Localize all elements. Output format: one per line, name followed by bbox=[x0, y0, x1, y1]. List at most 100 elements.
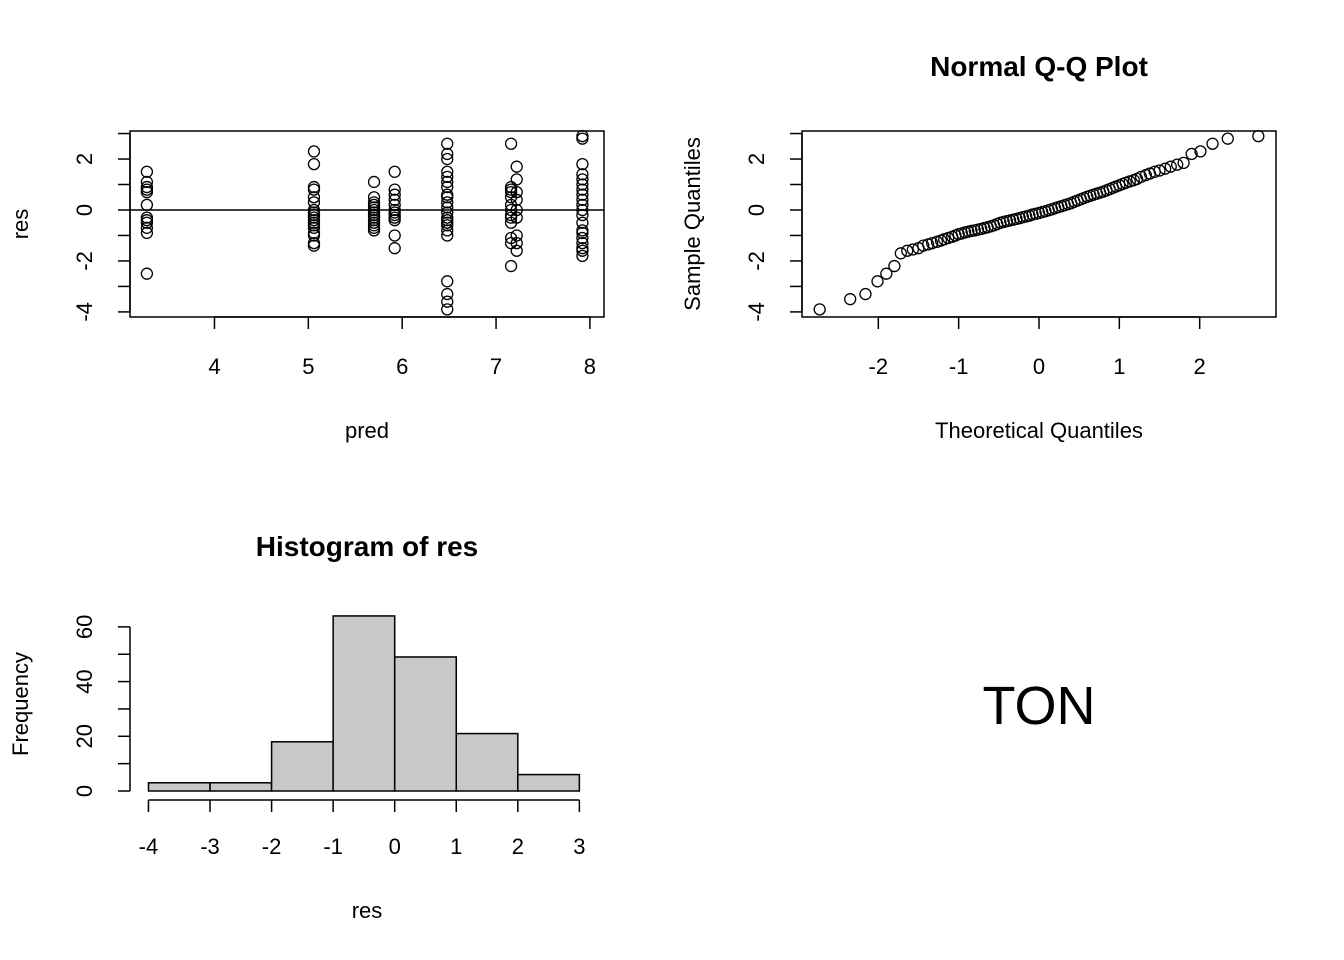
residual-point bbox=[140, 198, 154, 212]
residual-point bbox=[307, 157, 321, 171]
residual-point bbox=[576, 198, 589, 212]
residual-point bbox=[504, 137, 518, 150]
histogram-bar bbox=[332, 615, 396, 792]
x-tick-label: 8 bbox=[584, 354, 596, 379]
x-tick-label: 4 bbox=[208, 354, 220, 379]
y-tick-label: 2 bbox=[744, 153, 769, 165]
residual-point bbox=[140, 186, 154, 199]
residual-point bbox=[388, 188, 401, 201]
panel2-y-axis: -4 -2 0 2 bbox=[744, 132, 803, 322]
residual-point bbox=[140, 221, 154, 234]
residual-point bbox=[307, 183, 321, 196]
residual-point bbox=[441, 152, 454, 166]
residual-point bbox=[576, 173, 589, 186]
qq-point bbox=[917, 239, 930, 252]
panel2-y-axis-title: Sample Quantiles bbox=[680, 137, 705, 311]
y-tick-label: -2 bbox=[72, 251, 97, 271]
qq-point bbox=[1221, 132, 1234, 145]
residual-point bbox=[441, 165, 454, 178]
qq-point bbox=[906, 243, 920, 256]
residual-point bbox=[504, 259, 518, 273]
residual-point bbox=[307, 145, 321, 158]
residual-point bbox=[307, 180, 321, 194]
ton-annotation: TON bbox=[982, 676, 1095, 736]
panel3-x-axis-title: res bbox=[352, 898, 383, 923]
x-tick-label: -3 bbox=[200, 834, 220, 859]
qq-point bbox=[871, 275, 884, 288]
residual-point bbox=[140, 216, 154, 229]
residual-point bbox=[388, 214, 401, 227]
residual-point bbox=[388, 165, 401, 178]
residual-point bbox=[441, 180, 454, 194]
x-tick-label: -1 bbox=[323, 834, 343, 859]
residual-point bbox=[576, 129, 589, 143]
panel2-x-axis-title: Theoretical Quantiles bbox=[935, 418, 1143, 443]
panel2-title: Normal Q-Q Plot bbox=[930, 51, 1148, 82]
qq-point bbox=[1164, 160, 1177, 173]
panel1-y-axis: -4 -2 0 2 bbox=[72, 132, 131, 322]
residual-point bbox=[441, 201, 454, 214]
residual-point bbox=[140, 267, 154, 280]
residual-point bbox=[367, 191, 381, 204]
residual-point bbox=[388, 193, 401, 206]
qq-point bbox=[1158, 162, 1172, 175]
residual-point bbox=[441, 287, 454, 301]
panel1-x-axis-title: pred bbox=[345, 418, 389, 443]
qq-point bbox=[859, 287, 872, 301]
residual-point bbox=[576, 157, 589, 171]
x-tick-label: -1 bbox=[949, 354, 969, 379]
y-tick-label: -4 bbox=[744, 302, 769, 322]
x-tick-label: 7 bbox=[490, 354, 502, 379]
histogram-panel: Histogram of res -4 -3 -2 -1 0 1 2 3 0 20 40 60 re… bbox=[8, 531, 586, 923]
residual-point bbox=[140, 165, 154, 178]
qq-point bbox=[888, 259, 901, 273]
residual-point bbox=[307, 221, 321, 234]
x-tick-label: 2 bbox=[1194, 354, 1206, 379]
residual-point bbox=[367, 175, 381, 189]
y-tick-label: -4 bbox=[72, 302, 97, 322]
qq-point bbox=[901, 244, 914, 257]
residual-point bbox=[307, 191, 321, 204]
residual-point bbox=[510, 160, 523, 173]
y-tick-label: 0 bbox=[744, 204, 769, 216]
residual-point bbox=[441, 229, 454, 242]
residual-point bbox=[576, 132, 589, 145]
residual-point bbox=[307, 196, 321, 209]
qq-point bbox=[1206, 137, 1219, 150]
y-tick-label: -2 bbox=[744, 251, 769, 271]
residual-point bbox=[441, 206, 454, 219]
residual-point bbox=[441, 275, 454, 288]
residual-point bbox=[441, 137, 454, 150]
qq-point bbox=[844, 293, 857, 306]
x-tick-label: 1 bbox=[1113, 354, 1125, 379]
residual-point bbox=[140, 183, 154, 196]
x-tick-label: -2 bbox=[262, 834, 282, 859]
residual-point bbox=[576, 178, 589, 191]
qq-point bbox=[1153, 164, 1166, 177]
residual-point bbox=[388, 242, 401, 255]
residual-point bbox=[441, 303, 454, 316]
residual-point bbox=[441, 191, 454, 204]
residual-point bbox=[307, 229, 321, 242]
y-tick-label: 0 bbox=[72, 204, 97, 216]
qq-point bbox=[1185, 147, 1198, 161]
residual-point bbox=[388, 229, 401, 242]
panel1-plot-frame bbox=[129, 130, 605, 318]
histogram-bar bbox=[455, 732, 519, 792]
residual-point bbox=[441, 196, 454, 209]
residual-point bbox=[510, 244, 523, 257]
panel3-x-axis: -4 -3 -2 -1 0 1 2 3 bbox=[139, 799, 586, 859]
x-tick-label: 1 bbox=[450, 834, 462, 859]
histogram-bar bbox=[270, 741, 334, 792]
residual-point bbox=[576, 208, 589, 222]
residual-point bbox=[441, 170, 454, 184]
qq-point bbox=[1194, 145, 1207, 158]
residual-point bbox=[388, 198, 401, 212]
residual-point bbox=[388, 183, 401, 196]
x-tick-label: 2 bbox=[512, 834, 524, 859]
panel2-plot-frame bbox=[801, 130, 1277, 318]
residual-point bbox=[140, 175, 154, 189]
qq-point bbox=[925, 236, 939, 250]
residual-point bbox=[140, 226, 154, 240]
